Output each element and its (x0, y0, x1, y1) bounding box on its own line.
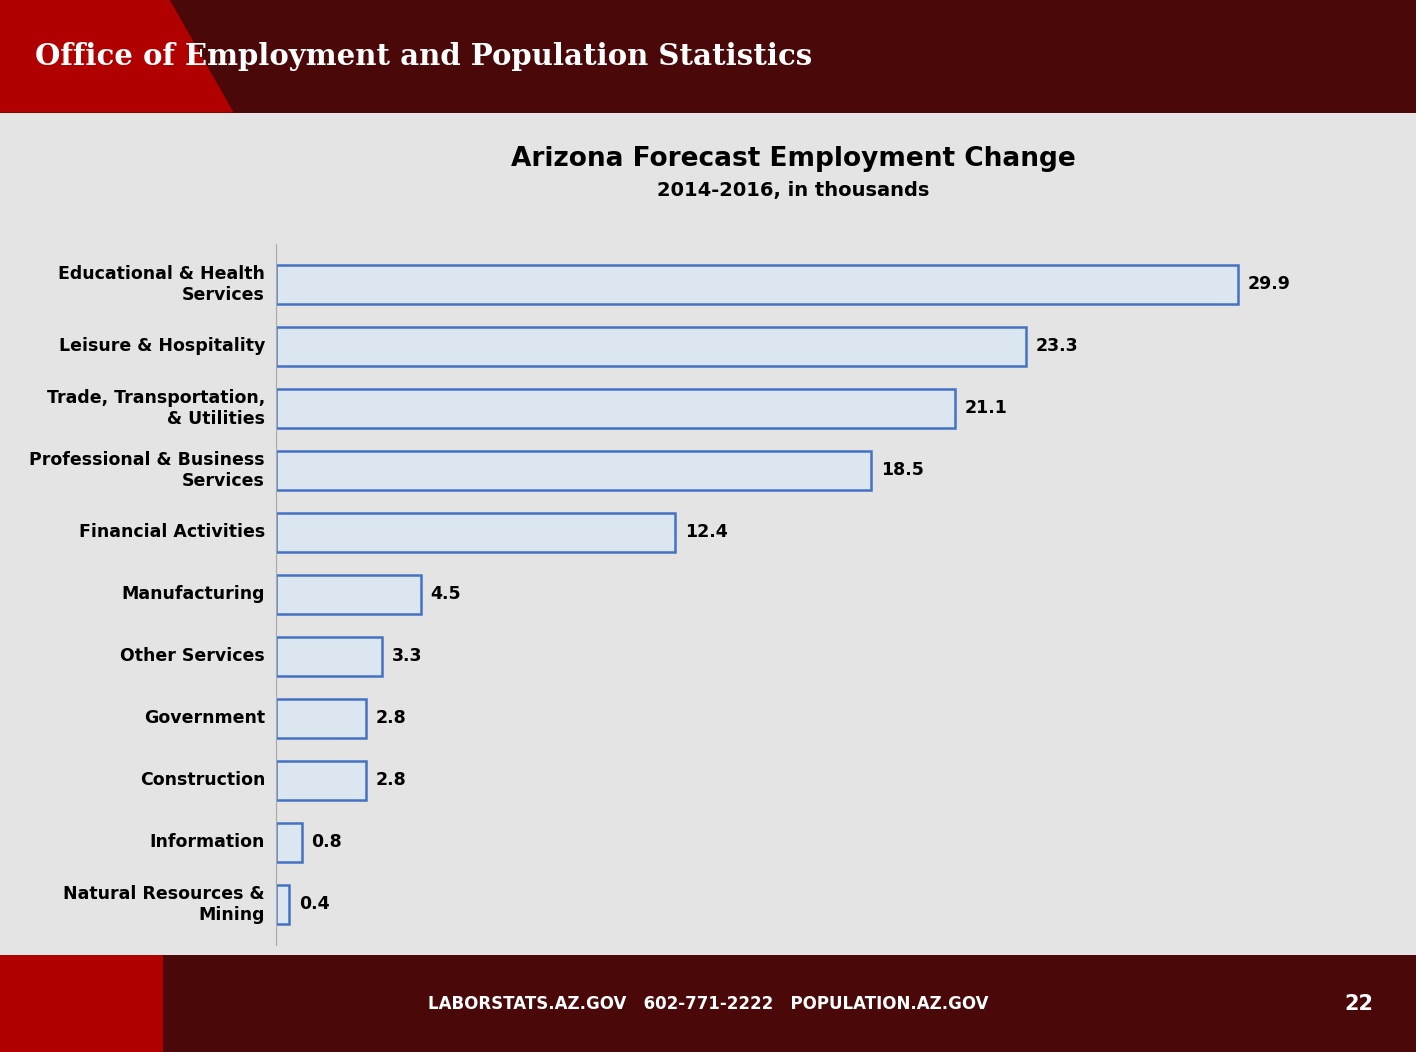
Text: 23.3: 23.3 (1035, 338, 1078, 356)
Text: 22: 22 (1345, 993, 1374, 1014)
Text: 3.3: 3.3 (392, 647, 422, 665)
Polygon shape (0, 0, 234, 113)
Bar (276, 265, 1239, 304)
Text: 2.8: 2.8 (375, 709, 406, 727)
Text: 18.5: 18.5 (881, 462, 925, 480)
Text: 2.8: 2.8 (375, 771, 406, 789)
Bar (276, 575, 421, 613)
Bar (276, 823, 302, 862)
Bar (276, 638, 382, 675)
Polygon shape (0, 955, 163, 1052)
Bar (276, 762, 367, 800)
Text: Arizona Forecast Employment Change: Arizona Forecast Employment Change (511, 146, 1075, 173)
Bar (276, 700, 367, 737)
Bar (276, 885, 289, 924)
Text: Office of Employment and Population Statistics: Office of Employment and Population Stat… (35, 42, 813, 70)
Text: 2014-2016, in thousands: 2014-2016, in thousands (657, 181, 929, 200)
Text: 21.1: 21.1 (964, 400, 1008, 418)
Bar (276, 513, 675, 551)
Bar (276, 327, 1027, 366)
Bar (276, 389, 956, 427)
Bar (276, 451, 871, 489)
Text: 29.9: 29.9 (1247, 276, 1291, 294)
Text: 12.4: 12.4 (685, 524, 728, 542)
Text: 0.4: 0.4 (299, 895, 330, 913)
Text: LABORSTATS.AZ.GOV   602-771-2222   POPULATION.AZ.GOV: LABORSTATS.AZ.GOV 602-771-2222 POPULATIO… (428, 994, 988, 1013)
Text: 4.5: 4.5 (430, 585, 462, 604)
Text: 0.8: 0.8 (312, 833, 343, 851)
